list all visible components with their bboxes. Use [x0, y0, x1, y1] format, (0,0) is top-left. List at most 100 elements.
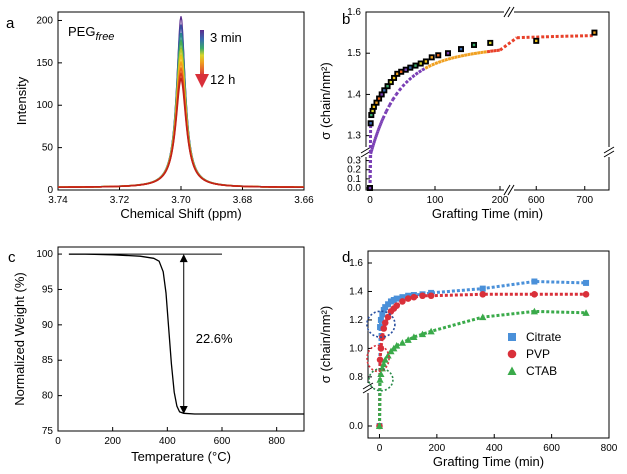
panel-b-fit-segment: [409, 77, 412, 80]
panel-b-frame: [366, 12, 609, 190]
panel-b-fit-segment: [445, 59, 448, 60]
panel-a-arrow-head: [195, 74, 209, 88]
panel-b-ytick-label: 1.6: [347, 7, 361, 18]
panel-a-xlabel: Chemical Shift (ppm): [120, 206, 241, 221]
panel-b-fit-segment: [374, 141, 375, 143]
panel-d-point-ctab: [479, 313, 486, 320]
panel-a-ytick-label: 100: [36, 100, 53, 111]
panel-b-fit-segment: [372, 147, 373, 149]
panel-d-xtick-label: 0: [377, 443, 383, 454]
panel-c-ytick-label: 90: [42, 320, 54, 331]
panel-d-point-pvp: [531, 291, 538, 298]
panel-a-arrow-end-label: 12 h: [210, 72, 235, 87]
panel-d-point-pvp: [380, 325, 387, 332]
panel-b-point-core: [420, 62, 422, 64]
panel-b-fit-segment: [386, 105, 389, 111]
panel-b-point-core: [393, 77, 395, 79]
panel-b-point-core: [473, 44, 475, 46]
panel-d-xtick-label: 800: [601, 443, 618, 454]
panel-b-fit-segment: [378, 128, 379, 130]
panel-b-fit-segment: [396, 90, 399, 94]
panel-b-point-core: [431, 56, 433, 58]
panel-b-fit-segment: [399, 86, 402, 90]
panel-b-fit-segment: [378, 130, 379, 132]
panel-b-xtick-label: 200: [492, 195, 509, 206]
panel-b-point-core: [535, 40, 537, 42]
panel-b-ytick-label: 1.5: [347, 48, 361, 59]
panel-a-ytick-label: 0: [47, 185, 53, 196]
panel-d-ybreak: [363, 383, 373, 393]
panel-b-xtick-label: 700: [576, 195, 593, 206]
panel-c-arrow-up: [180, 254, 188, 262]
panel-d-ytick-label: 1.2: [349, 315, 363, 326]
panel-b-xtick-label: 600: [528, 195, 545, 206]
panel-d-legend-label-ctab: CTAB: [526, 364, 557, 378]
panel-c-xlabel: Temperature (°C): [131, 449, 231, 464]
panel-c-xtick-label: 600: [214, 436, 231, 447]
panel-a-xtick-label: 3.68: [233, 195, 253, 206]
panel-a-spectrum-6: [58, 63, 304, 187]
panel-b-fit-segment: [464, 55, 467, 56]
panel-b-point-core: [460, 48, 462, 50]
panel-d-ytick-label: 1.6: [349, 258, 363, 269]
panel-d-point-ctab: [376, 376, 383, 383]
panel-b-fit-segment: [380, 125, 381, 127]
panel-d-point-pvp: [411, 294, 418, 301]
panel-b-fit-rise: [370, 123, 371, 188]
panel-c-frame: [58, 247, 304, 431]
panel-d-point-citrate: [531, 279, 537, 285]
panel-a-xtick-label: 3.70: [171, 195, 191, 206]
panel-b-fit-segment: [474, 53, 477, 54]
panel-b-fit-segment: [458, 56, 461, 57]
panel-d-point-pvp: [405, 295, 412, 302]
panel-a-ytick-label: 50: [42, 143, 54, 154]
panel-b-point-core: [369, 187, 371, 189]
panel-b-fit-segment: [380, 123, 381, 125]
panel-b-point-core: [390, 81, 392, 83]
panel-d-point-pvp: [419, 292, 426, 299]
panel-b-fit-segment: [403, 83, 406, 87]
panel-b-fit-segment: [500, 38, 517, 50]
panel-b-point-core: [373, 106, 375, 108]
panel-b-fit-segment: [442, 60, 445, 61]
panel-d-xtick-label: 600: [543, 443, 560, 454]
panel-a-ytick-label: 200: [36, 15, 53, 26]
panel-b-xbreak-bottom: [504, 185, 514, 195]
panel-d-point-pvp: [583, 291, 590, 298]
panel-b-fit-segment: [381, 121, 382, 123]
panel-b-point-core: [369, 122, 371, 124]
panel-b-fit-segment: [382, 120, 383, 122]
panel-c-ytick-label: 100: [36, 249, 53, 260]
panel-b-xbreak-top: [504, 7, 514, 17]
panel-a-annotation: PEGfree: [68, 24, 114, 43]
panel-d-legend-label-citrate: Citrate: [526, 330, 562, 344]
panel-b-xtick-label: 0: [367, 195, 373, 206]
panel-b-ytick-label: 1.3: [347, 131, 361, 142]
panel-b-ytick-label: 1.4: [347, 89, 361, 100]
panel-d-point-citrate: [394, 296, 400, 302]
panel-b-fit-segment: [377, 131, 378, 133]
panel-c-xtick-label: 200: [104, 436, 121, 447]
panel-b-point-core: [405, 68, 407, 70]
panel-b-fit-segment: [455, 57, 458, 58]
panel-d-legend-marker-citrate: [508, 333, 516, 341]
panel-d-point-pvp: [382, 319, 389, 326]
panel-b-fit-segment: [375, 137, 376, 139]
panel-b-fit-segment: [412, 74, 415, 77]
panel-b-fit-segment: [435, 62, 438, 63]
panel-b-fit-segment: [461, 55, 464, 56]
panel-a-ylabel: Intensity: [14, 76, 29, 125]
panel-d-ytick-label: 1.4: [349, 286, 363, 297]
panel-b-fit-segment: [425, 67, 428, 69]
panel-d-ylabel: σ (chain/nm²): [318, 306, 333, 383]
panel-d-legend-marker-pvp: [508, 350, 517, 359]
panel-c-ylabel: Normalized Weight (%): [12, 272, 27, 405]
panel-c-ytick-label: 95: [42, 284, 54, 295]
panel-b-point-core: [593, 31, 595, 33]
panel-b-fit-segment: [383, 111, 386, 118]
panel-b-point-core: [489, 42, 491, 44]
panel-b-fit-segment: [429, 65, 432, 67]
panel-d-fit-citrate: [380, 282, 587, 427]
